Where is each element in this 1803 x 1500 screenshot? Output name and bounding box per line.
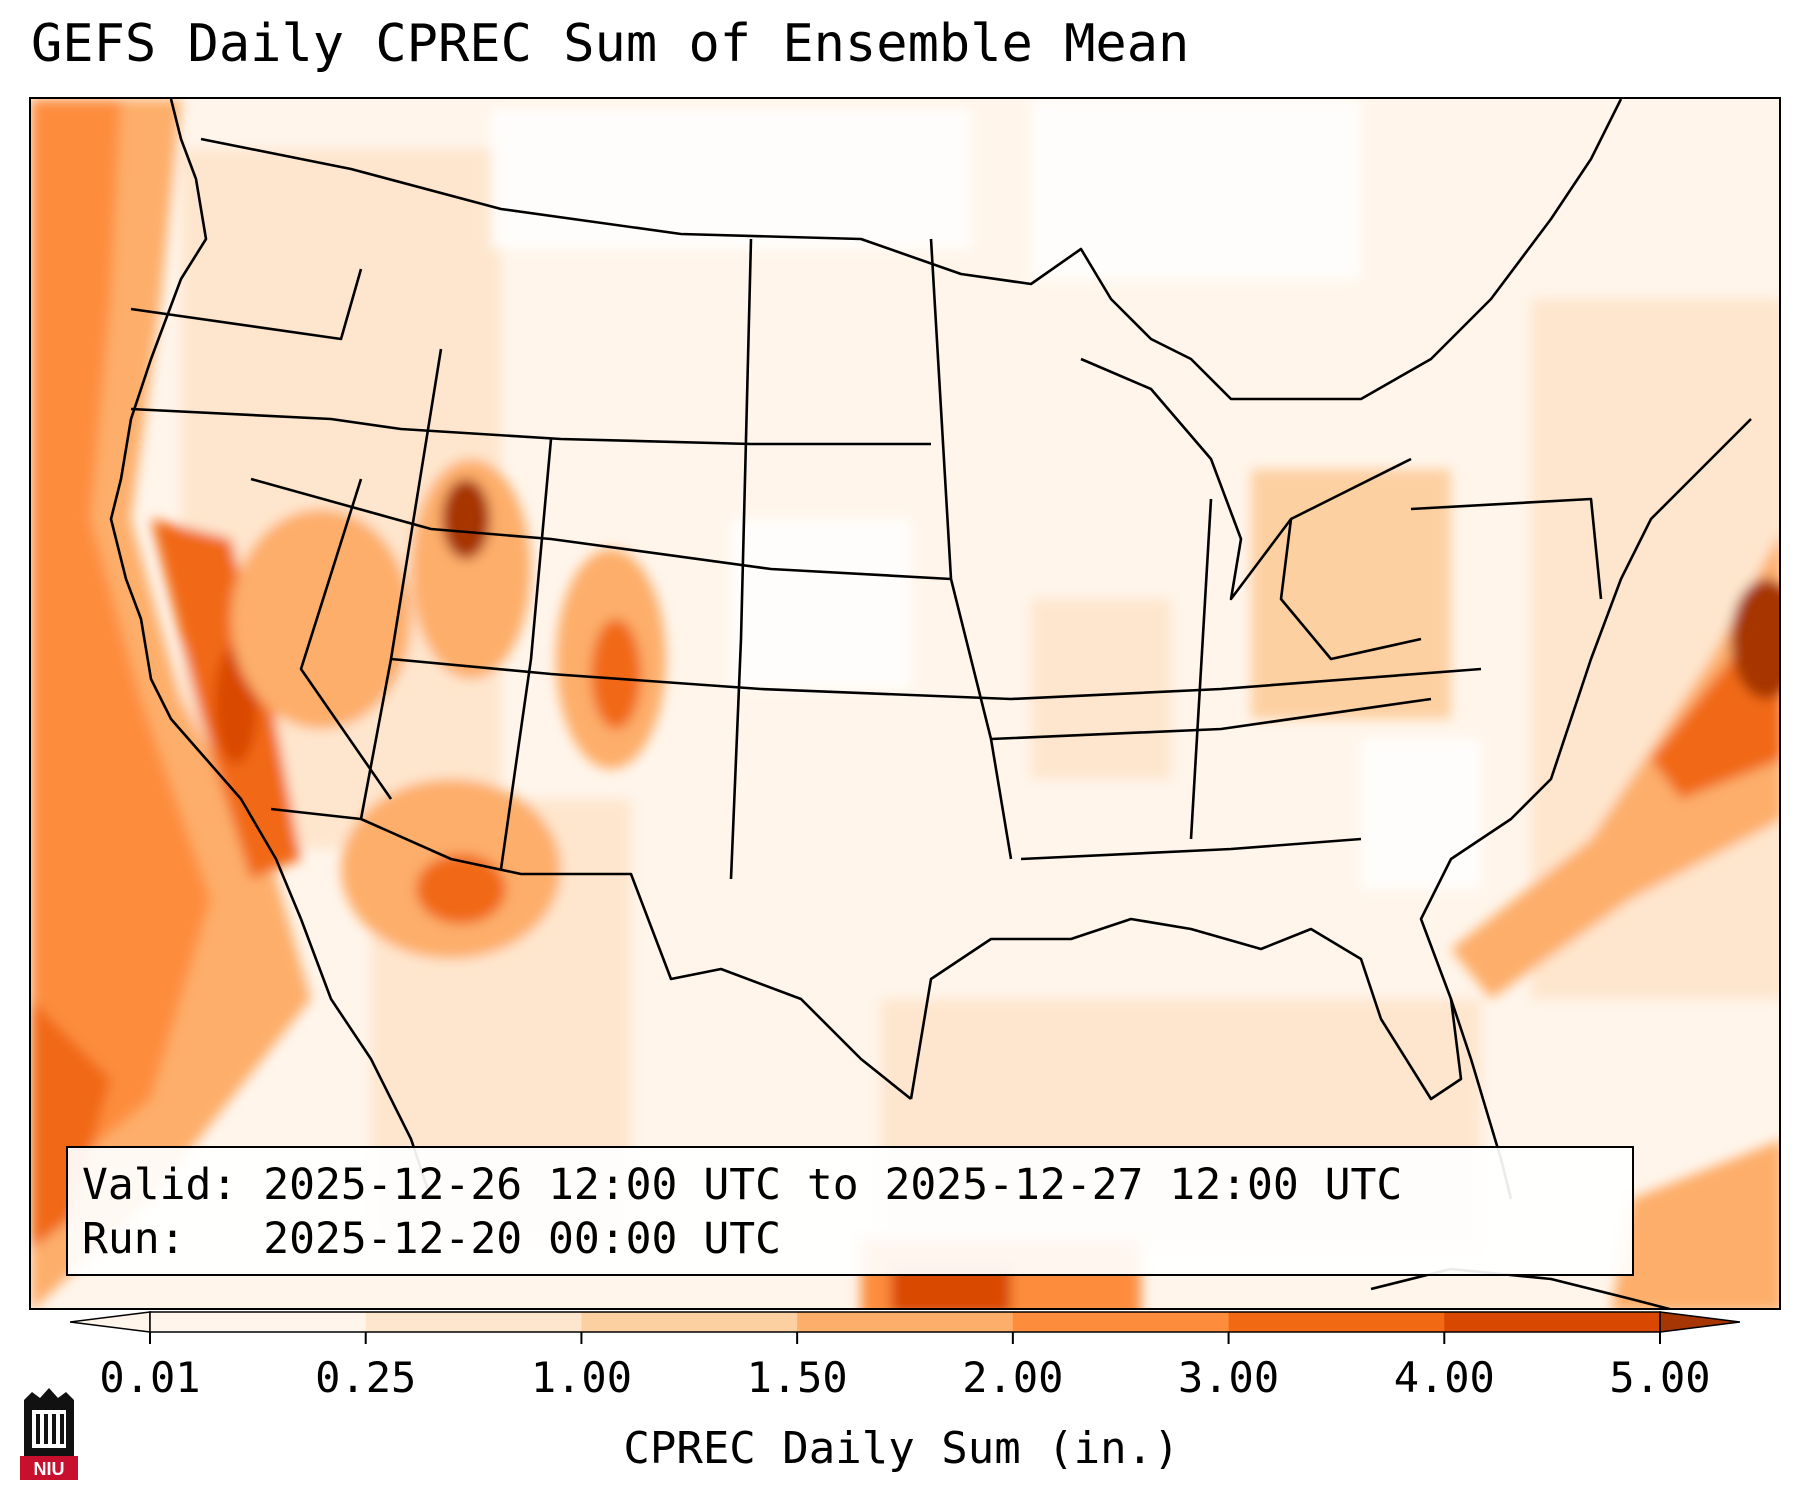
niu-logo-icon: NIU — [20, 1388, 78, 1480]
no-precip-carolinas — [1361, 739, 1481, 889]
precip-area-illinois — [1031, 599, 1171, 779]
precip-area-utah-wasatch — [411, 459, 531, 679]
precip-area-atlantic-core — [1731, 579, 1779, 699]
colorbar-swatch — [150, 1312, 367, 1332]
state-line-dakotas-texas — [729, 238, 753, 880]
state-line-nevada-utah-colorado — [250, 477, 952, 581]
niu-logo-banner — [20, 1456, 78, 1480]
gulf-atlantic-coastline — [909, 418, 1752, 1101]
state-line-washington-oregon — [130, 268, 363, 341]
precip-area-ohio-pennsylvania — [1251, 469, 1451, 719]
colorbar-tick-label: 0.25 — [315, 1353, 416, 1398]
precip-area-pacific-south-core — [31, 999, 111, 1249]
state-line-oregon-idaho-wyoming — [130, 407, 931, 446]
colorbar-swatch — [365, 1312, 582, 1332]
colorbar-tick-label: 0.01 — [99, 1353, 200, 1398]
colorbar-extend-min — [70, 1311, 151, 1333]
canada-border — [200, 99, 1623, 401]
map-title: GEFS Daily CPREC Sum of Ensemble Mean — [31, 14, 1190, 74]
mexico-border — [270, 807, 912, 1101]
colorbar: 0.01 0.25 1.00 1.50 2.00 3.00 4.00 5.00 — [70, 1311, 1740, 1398]
colorbar-swatch — [797, 1312, 1014, 1332]
precip-area-arizona-core — [416, 854, 506, 924]
precip-area-utah-core — [442, 479, 490, 559]
colorbar-swatch — [1444, 1312, 1661, 1332]
valid-time-text: Valid: 2025-12-26 12:00 UTC to 2025-12-2… — [82, 1160, 1403, 1210]
colorbar-swatch — [581, 1312, 798, 1332]
state-line-nevada-arizona — [299, 478, 393, 800]
colorbar-extend-max — [1659, 1311, 1740, 1333]
state-line-pennsylvania — [1410, 497, 1603, 600]
colorbar-outline — [149, 1311, 1661, 1333]
colorbar-label: CPREC Daily Sum (in.) — [623, 1423, 1180, 1474]
niu-logo-text: NIU — [34, 1459, 65, 1479]
colorbar-tick-label: 5.00 — [1609, 1353, 1710, 1398]
colorbar-tick-label: 3.00 — [1178, 1353, 1279, 1398]
colorbar-ticks: 0.01 0.25 1.00 1.50 2.00 3.00 4.00 5.00 — [99, 1332, 1711, 1398]
great-lakes-shoreline — [1080, 357, 1412, 601]
state-line-tennessee-north — [990, 697, 1432, 741]
state-line-illinois-indiana — [1189, 498, 1213, 840]
colorbar-swatch — [1012, 1312, 1230, 1332]
run-time-text: Run: 2025-12-20 00:00 UTC — [82, 1214, 781, 1264]
colorbar-swatches — [70, 1311, 1740, 1333]
no-precip-plains — [731, 519, 911, 689]
state-line-36n — [390, 657, 1482, 701]
state-line-mississippi-river — [929, 238, 1013, 860]
precip-area-nevada — [231, 509, 411, 729]
colorbar-swatch — [1228, 1312, 1445, 1332]
state-line-mississippi-alabama — [1020, 837, 1362, 861]
state-line-utah-arizona — [359, 348, 443, 820]
valid-run-info-box: Valid: 2025-12-26 12:00 UTC to 2025-12-2… — [66, 1146, 1634, 1276]
colorbar-tick-label: 1.50 — [747, 1353, 848, 1398]
state-line-ohio-west-virginia — [1279, 518, 1422, 661]
map-borders — [109, 99, 1752, 1308]
precip-map-svg — [31, 99, 1779, 1308]
precip-area-colorado-core — [591, 619, 641, 729]
no-precip-montana-dakotas — [491, 109, 971, 249]
no-precip-canada — [1031, 99, 1361, 279]
colorbar-tick-label: 4.00 — [1394, 1353, 1495, 1398]
pacific-coastline — [109, 99, 303, 920]
map-panel — [29, 97, 1781, 1310]
colorbar-tick-label: 2.00 — [962, 1353, 1063, 1398]
state-line-colorado-new-mexico — [499, 438, 553, 870]
precip-area-caribbean — [1611, 1140, 1779, 1308]
colorbar-tick-label: 1.00 — [531, 1353, 632, 1398]
precip-area-pacific-coast-core — [31, 99, 211, 1199]
